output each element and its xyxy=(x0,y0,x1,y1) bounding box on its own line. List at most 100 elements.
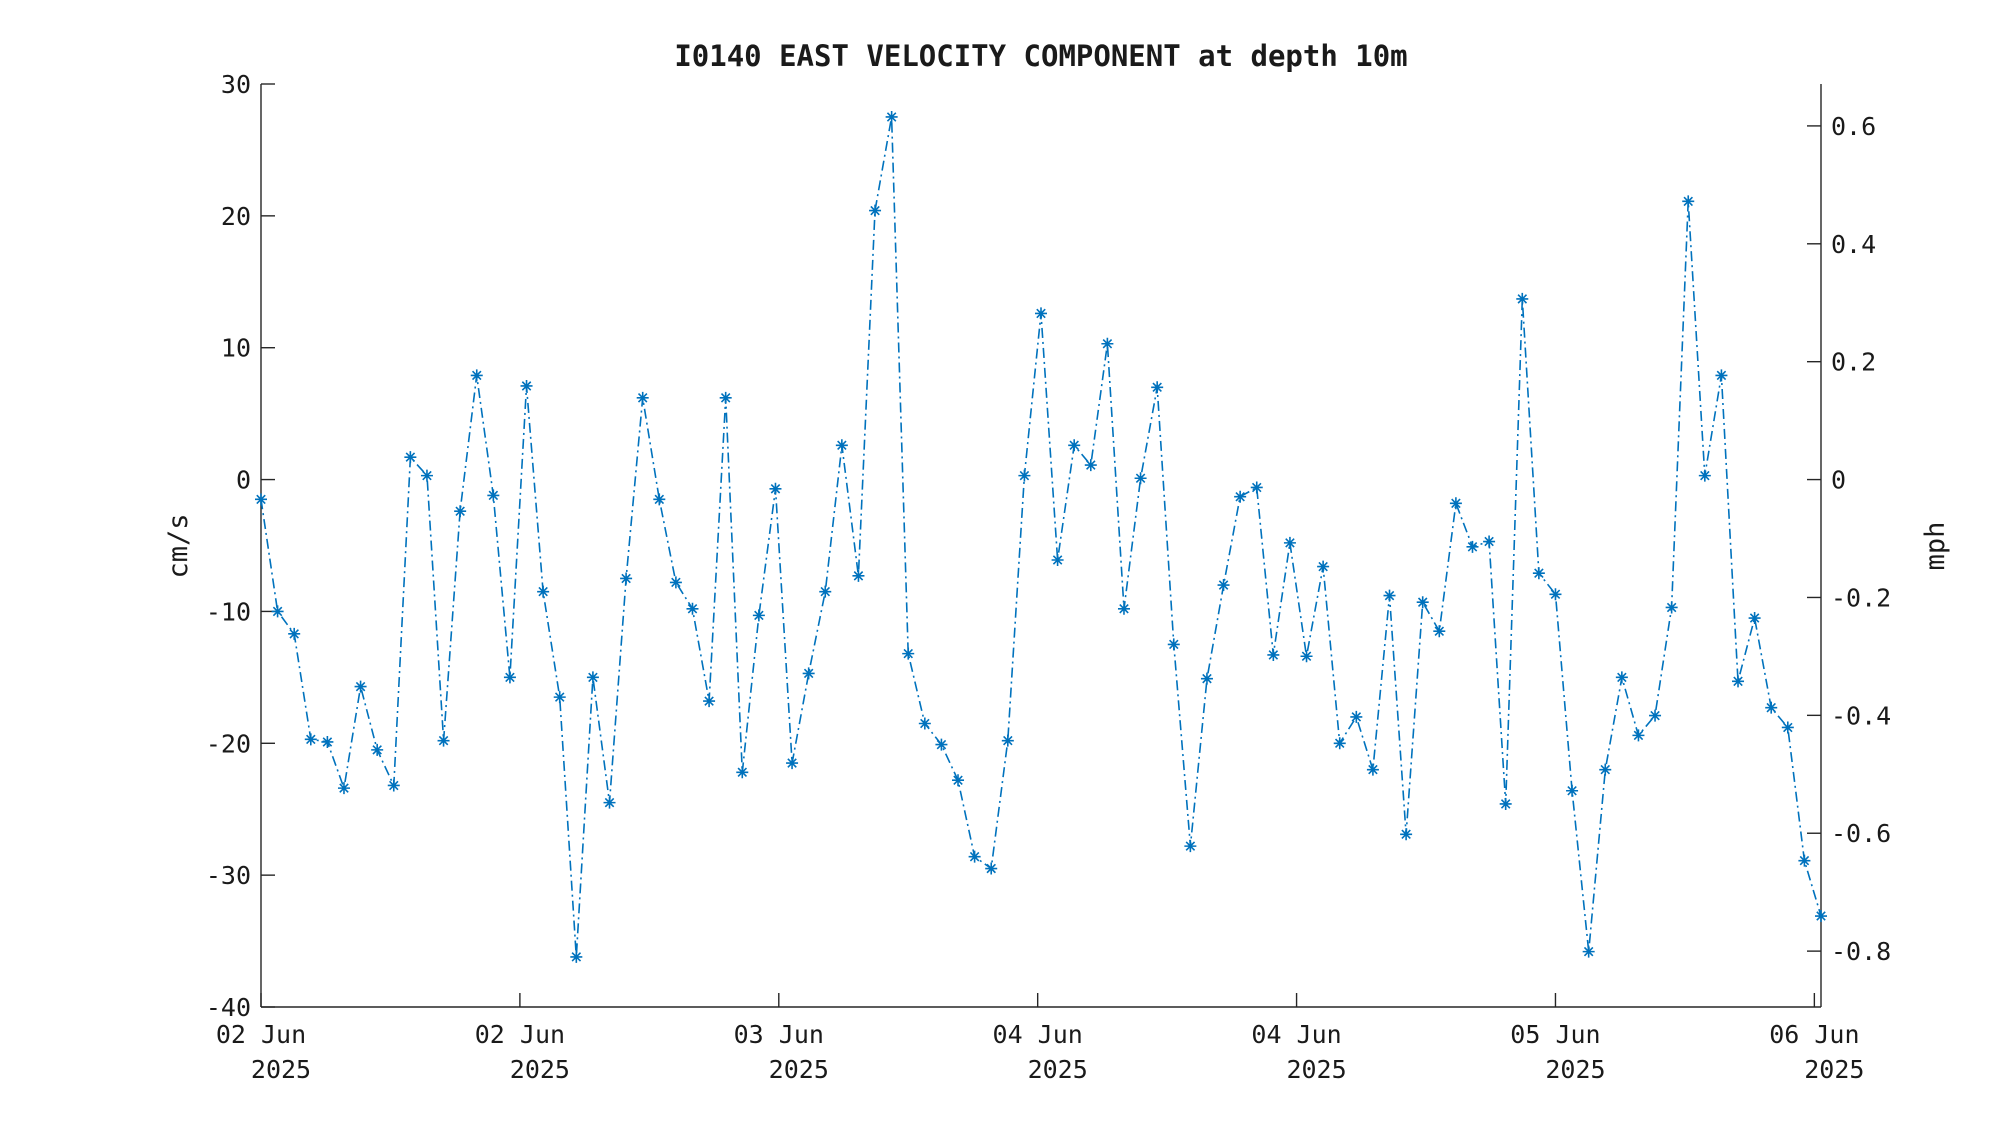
data-point xyxy=(1632,729,1645,742)
data-point xyxy=(1101,337,1114,350)
data-point xyxy=(620,572,633,585)
y-tick-label: 0 xyxy=(236,466,251,495)
x-tick-label-date: 04 Jun xyxy=(993,1020,1083,1049)
data-point xyxy=(935,738,948,751)
y-tick-label: 10 xyxy=(221,334,251,363)
x-tick-label-date: 02 Jun xyxy=(475,1020,565,1049)
data-point xyxy=(437,734,450,747)
data-point xyxy=(1483,535,1496,548)
data-point xyxy=(769,482,782,495)
data-point xyxy=(553,691,566,704)
data-point xyxy=(255,493,267,506)
data-point xyxy=(1167,638,1180,651)
y2-tick-label: -0.4 xyxy=(1831,701,1891,730)
data-point xyxy=(1250,481,1263,494)
data-point xyxy=(1665,601,1678,614)
data-point xyxy=(1433,625,1446,638)
data-point xyxy=(1732,675,1745,688)
data-point xyxy=(686,602,699,615)
data-point xyxy=(1599,763,1612,776)
data-point xyxy=(1549,588,1562,601)
data-point xyxy=(1748,612,1761,625)
data-point xyxy=(952,774,965,787)
data-point xyxy=(288,627,301,640)
x-tick-label-year: 2025 xyxy=(251,1055,311,1084)
data-point xyxy=(1283,536,1296,549)
data-point xyxy=(719,391,732,404)
data-point xyxy=(1234,490,1247,503)
data-point xyxy=(985,862,998,875)
data-point xyxy=(454,505,467,518)
data-point xyxy=(1798,854,1811,867)
data-point xyxy=(869,204,882,217)
data-point xyxy=(786,757,799,770)
data-point xyxy=(1366,763,1379,776)
data-point xyxy=(752,609,765,622)
data-point xyxy=(1566,784,1579,797)
data-point xyxy=(819,585,832,598)
data-point xyxy=(1682,195,1695,208)
series-line xyxy=(260,116,1822,957)
y2-axis-label: mph xyxy=(1920,522,1951,571)
data-point xyxy=(1200,672,1213,685)
data-point xyxy=(703,695,716,708)
data-point xyxy=(1715,369,1728,382)
x-tick-label-year: 2025 xyxy=(510,1055,570,1084)
data-point xyxy=(1001,734,1014,747)
data-point xyxy=(1698,469,1711,482)
data-point xyxy=(1400,828,1413,841)
data-point xyxy=(1765,701,1778,714)
x-tick-label-date: 06 Jun xyxy=(1769,1020,1859,1049)
data-point xyxy=(1018,469,1031,482)
plot-area: 30 20 10 0 -10 -20 -30 -40 0.6 0.4 0.2 0 -0.2 -0.4 -0.… xyxy=(206,70,1891,1084)
data-point xyxy=(337,782,350,795)
data-point xyxy=(470,369,483,382)
x-tick-label-year: 2025 xyxy=(1028,1055,1088,1084)
data-point xyxy=(885,110,898,123)
data-point xyxy=(1781,721,1794,734)
data-point xyxy=(1532,567,1545,580)
y2-tick-label: -0.2 xyxy=(1831,583,1891,612)
data-point xyxy=(570,950,583,963)
data-point xyxy=(1300,650,1313,663)
data-point xyxy=(1317,560,1330,573)
data-point xyxy=(1184,840,1197,853)
y2-tick-label: 0.2 xyxy=(1831,348,1876,377)
data-point xyxy=(902,647,915,660)
data-point xyxy=(1516,292,1529,305)
data-point xyxy=(1134,472,1147,485)
data-point xyxy=(404,451,417,464)
data-point xyxy=(1815,910,1827,923)
data-point xyxy=(271,605,284,618)
data-point xyxy=(1084,459,1097,472)
data-point xyxy=(1466,540,1479,553)
data-point xyxy=(1333,737,1346,750)
y-tick-label: 30 xyxy=(221,70,251,99)
chart-title: I0140 EAST VELOCITY COMPONENT at depth 1… xyxy=(674,39,1407,73)
y2-tick-label: 0.4 xyxy=(1831,230,1876,259)
data-point xyxy=(1151,381,1164,394)
data-point xyxy=(968,850,981,863)
y2-tick-label: 0 xyxy=(1831,466,1846,495)
x-tick-label-date: 05 Jun xyxy=(1510,1020,1600,1049)
data-point xyxy=(387,779,400,792)
data-point xyxy=(1035,307,1047,320)
data-point xyxy=(1649,709,1662,722)
x-tick-label-year: 2025 xyxy=(769,1055,829,1084)
data-point xyxy=(802,667,815,680)
data-point xyxy=(503,671,516,684)
data-point xyxy=(835,439,848,452)
data-point xyxy=(603,796,616,809)
data-point xyxy=(1499,797,1512,810)
y2-tick-label: 0.6 xyxy=(1831,112,1876,141)
y-tick-label: -40 xyxy=(206,993,251,1022)
data-point xyxy=(1068,439,1081,452)
data-point xyxy=(669,576,682,589)
data-point xyxy=(1582,945,1595,958)
data-point xyxy=(586,671,599,684)
data-point xyxy=(736,766,749,779)
data-point xyxy=(520,379,533,392)
data-point xyxy=(321,735,334,748)
data-point xyxy=(1449,497,1462,510)
